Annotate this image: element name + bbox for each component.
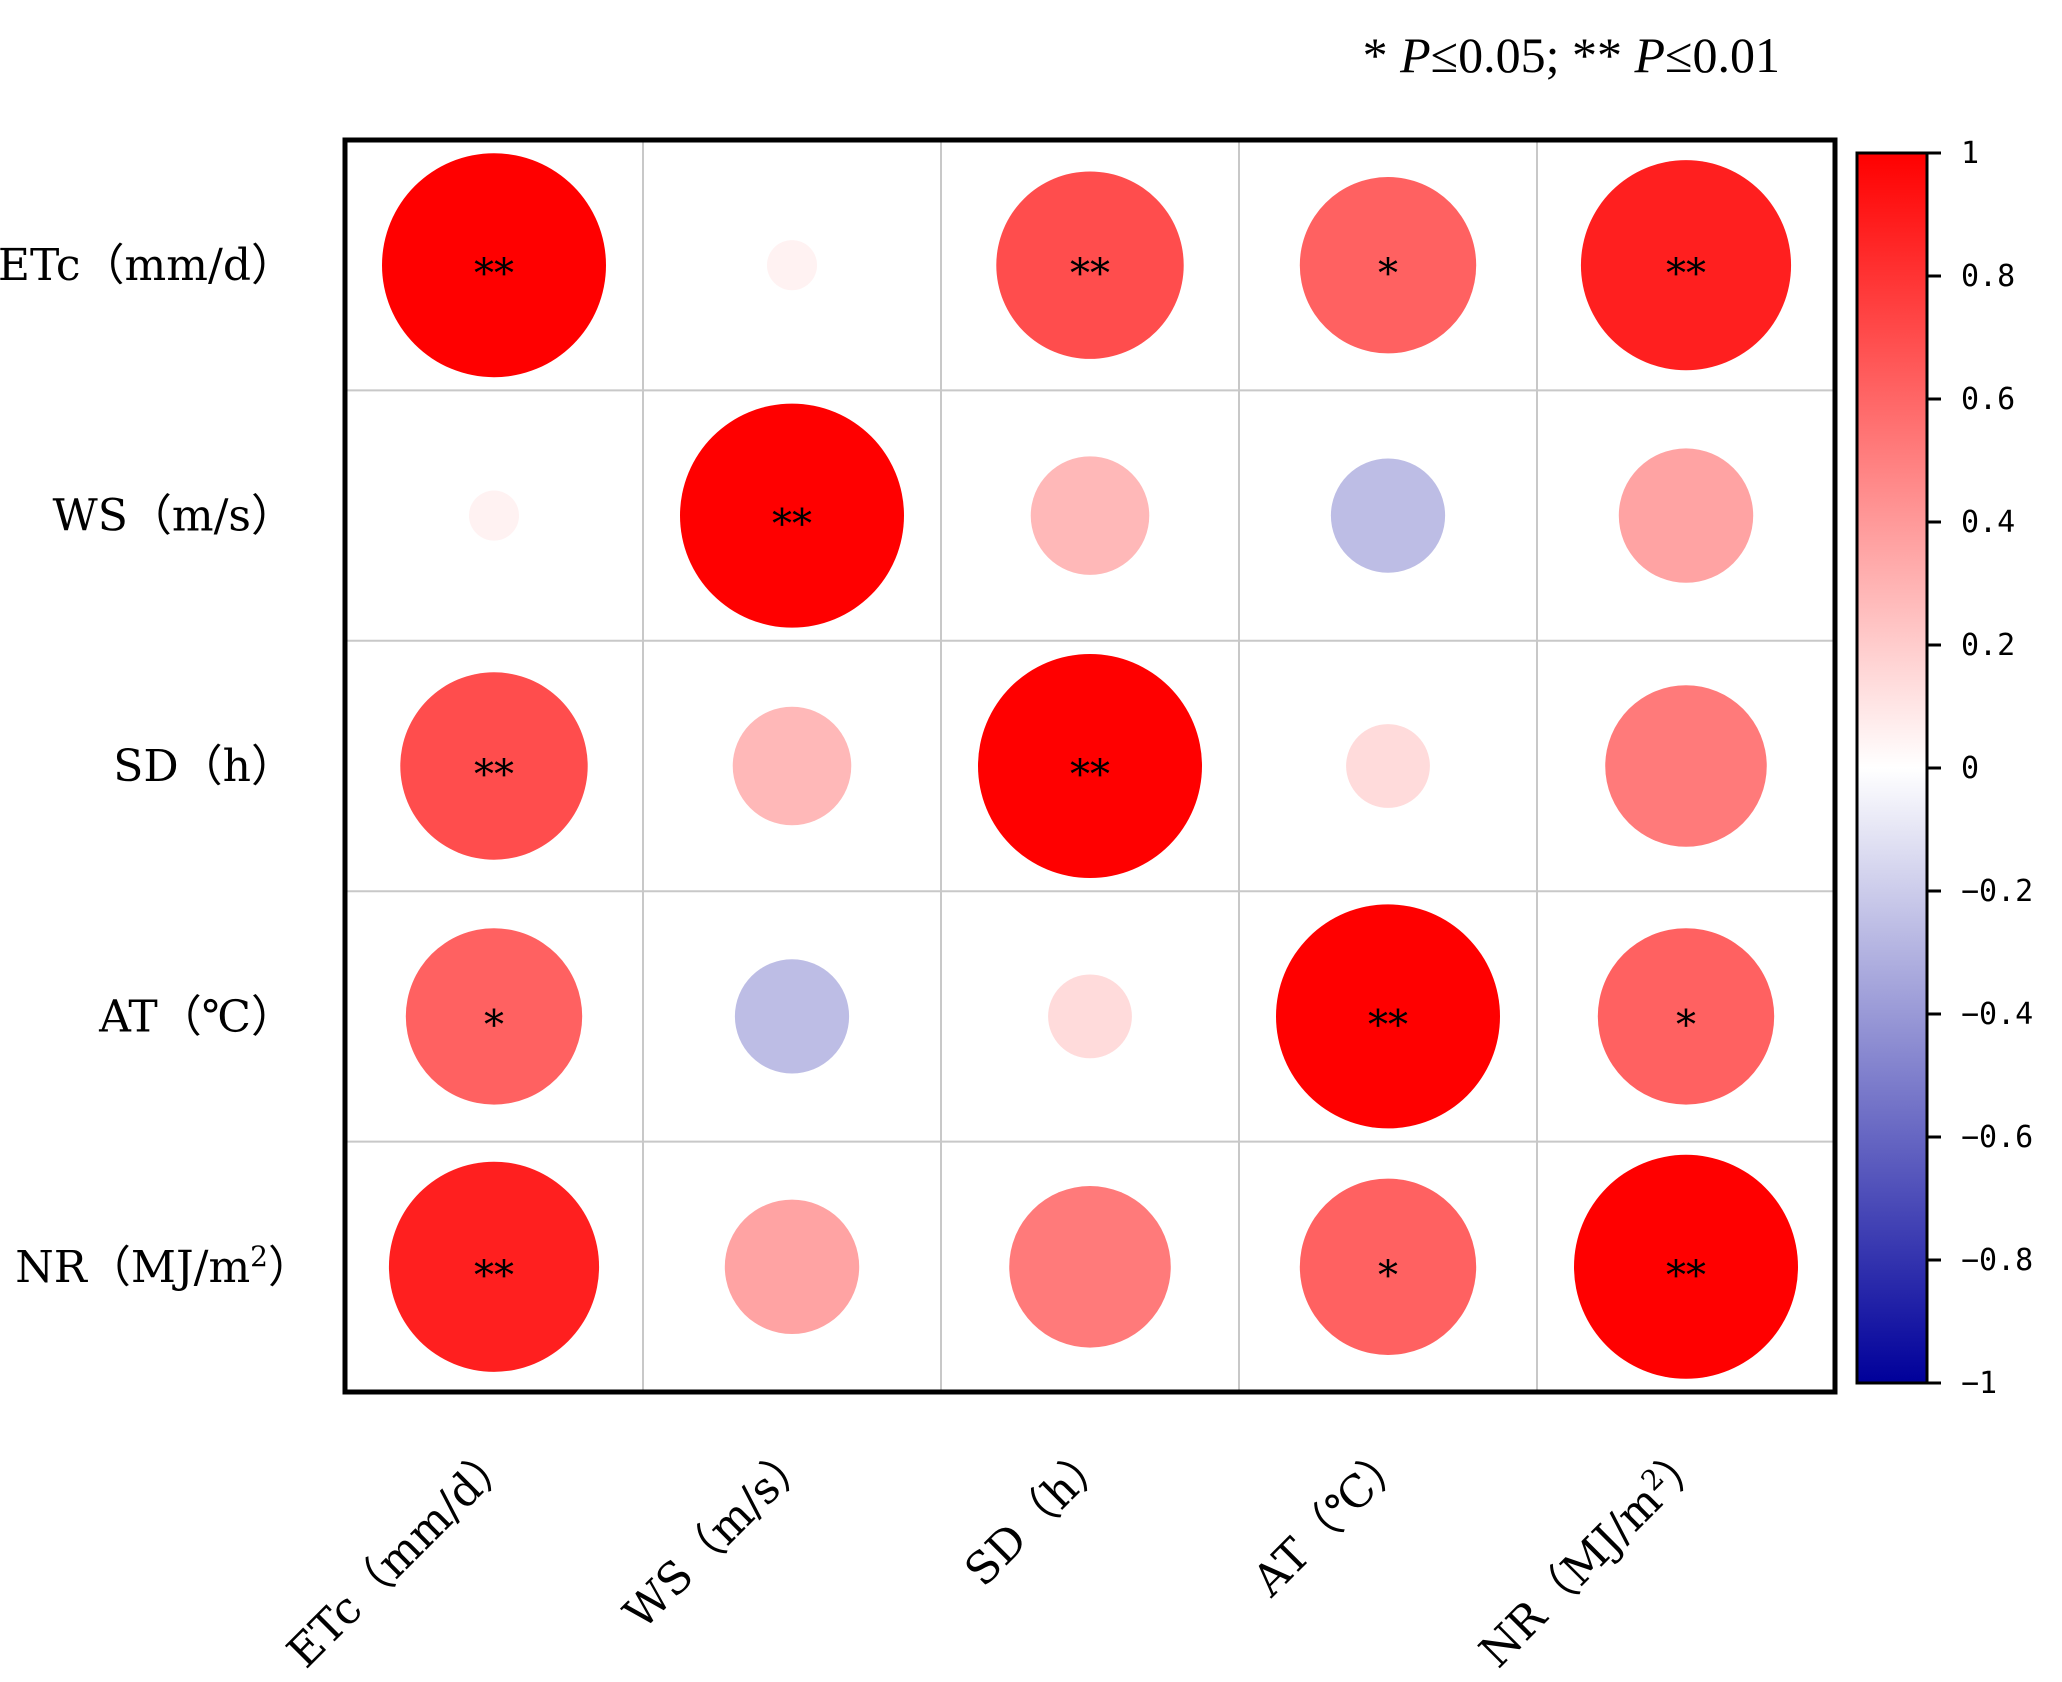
row-labels: ETc（mm/d） WS（m/s） SD（h） AT（℃） NR（MJ/m2） xyxy=(0,240,312,1293)
colorbar-tick-label: 1 xyxy=(1961,136,1979,171)
corr-circle-r2-c1 xyxy=(732,706,852,826)
colorbar-tick-label: −1 xyxy=(1961,1366,1997,1401)
significance-mark-r2-c0: ** xyxy=(474,752,514,798)
corr-circle-r3-c0 xyxy=(405,928,583,1105)
row-label-4: NR（MJ/m2） xyxy=(15,1240,312,1293)
corr-circle-r1-c4 xyxy=(1618,448,1754,583)
corr-circle-r0-c3 xyxy=(1299,177,1477,354)
significance-mark-r0-c3: * xyxy=(1378,251,1398,297)
colorbar-ticks: 1 0.8 0.6 0.4 0.2 0 −0.2 −0.4 −0.6 −0.8 −1 xyxy=(1927,136,2033,1401)
row-label-2: SD（h） xyxy=(113,741,295,792)
corr-circle-r0-c2 xyxy=(996,171,1184,359)
corr-circle-r1-c2 xyxy=(1030,456,1150,575)
colorbar-tick-label: 0 xyxy=(1961,751,1979,786)
colorbar-tick-label: 0.8 xyxy=(1961,259,2015,294)
corr-circle-r3-c2 xyxy=(1048,974,1132,1059)
corr-circle-r1-c1 xyxy=(680,403,904,628)
row-label-0: ETc（mm/d） xyxy=(0,240,295,291)
column-labels: ETc（mm/d） WS（m/s） SD（h） AT（℃） NR（MJ/m2） xyxy=(278,1430,1716,1678)
row-label-3: AT（℃） xyxy=(98,991,295,1042)
grid xyxy=(345,140,1835,1392)
colorbar xyxy=(1855,151,1929,1385)
col-label-2: SD（h） xyxy=(955,1432,1120,1597)
corr-circle-r2-c3 xyxy=(1346,724,1430,808)
colorbar-tick-label: −0.2 xyxy=(1961,874,2033,909)
col-label-1: WS（m/s） xyxy=(614,1432,822,1640)
significance-mark-r2-c2: ** xyxy=(1070,752,1110,798)
significance-mark-r4-c4: ** xyxy=(1666,1253,1706,1299)
significance-mark-r4-c0: ** xyxy=(474,1253,514,1299)
corr-circle-r0-c1 xyxy=(766,240,818,291)
significance-note: * P≤0.05; ** P≤0.01 xyxy=(1363,27,1780,83)
row-label-1: WS（m/s） xyxy=(53,491,296,542)
corr-circle-r4-c2 xyxy=(1009,1186,1171,1348)
significance-mark-r0-c2: ** xyxy=(1070,251,1110,297)
corr-circle-r4-c3 xyxy=(1299,1178,1477,1355)
cells: ** ** * ****** *** ** *** * ** xyxy=(382,153,1798,1379)
significance-mark-r3-c4: * xyxy=(1676,1002,1696,1048)
significance-mark-r0-c4: ** xyxy=(1666,251,1706,297)
col-label-0: ETc（mm/d） xyxy=(278,1432,524,1678)
significance-mark-r3-c3: ** xyxy=(1368,1002,1408,1048)
corr-circle-r4-c0 xyxy=(388,1161,600,1372)
corr-circle-r3-c1 xyxy=(734,959,850,1074)
significance-mark-r0-c0: ** xyxy=(474,251,514,297)
colorbar-tick-label: 0.6 xyxy=(1961,382,2015,417)
corr-circle-r4-c1 xyxy=(724,1199,860,1335)
colorbar-tick-label: −0.4 xyxy=(1961,997,2033,1032)
significance-mark-r1-c1: ** xyxy=(772,502,812,548)
corr-circle-r0-c4 xyxy=(1580,160,1792,371)
corr-circle-r2-c4 xyxy=(1605,685,1767,847)
corr-circle-r3-c3 xyxy=(1276,904,1500,1129)
corr-circle-r4-c4 xyxy=(1574,1154,1798,1379)
colorbar-tick-label: 0.2 xyxy=(1961,628,2015,663)
corr-circle-r2-c2 xyxy=(978,654,1202,878)
colorbar-tick-label: −0.8 xyxy=(1961,1243,2033,1278)
corr-circle-r3-c4 xyxy=(1597,928,1775,1105)
corr-circle-r1-c0 xyxy=(468,490,520,541)
col-label-4: NR（MJ/m2） xyxy=(1469,1430,1716,1677)
colorbar-tick-label: 0.4 xyxy=(1961,505,2015,540)
plot-frame xyxy=(342,137,1838,1395)
col-label-3: AT（℃） xyxy=(1242,1432,1417,1607)
significance-mark-r3-c0: * xyxy=(484,1002,504,1048)
corr-circle-r2-c0 xyxy=(400,672,588,860)
significance-mark-r4-c3: * xyxy=(1378,1253,1398,1299)
corr-circle-r0-c0 xyxy=(382,153,606,378)
colorbar-tick-label: −0.6 xyxy=(1961,1120,2033,1155)
corr-circle-r1-c3 xyxy=(1330,458,1446,573)
